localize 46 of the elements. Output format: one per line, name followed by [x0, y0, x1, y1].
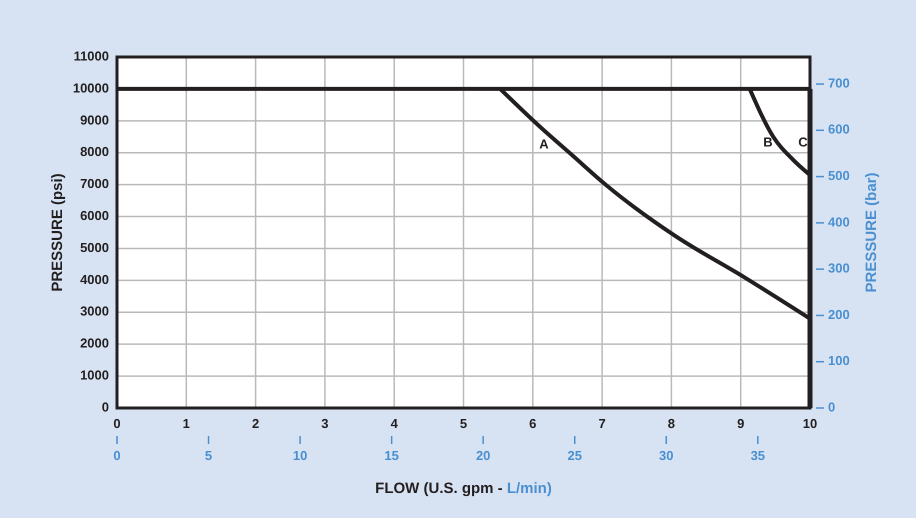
annotation: A [539, 136, 550, 152]
x-tick-label: 9 [737, 416, 744, 431]
y-tick-label: 4000 [80, 272, 109, 287]
y-tick-label: 2000 [80, 336, 109, 351]
y-tick-label: 11000 [74, 48, 109, 64]
x-tick-label: 10 [802, 416, 818, 431]
x2-tick-label: 20 [476, 448, 490, 463]
x-tick-label: 1 [182, 416, 190, 431]
annotation: C [798, 134, 808, 150]
x2-tick-label: 30 [659, 448, 674, 463]
x-tick-label: 0 [113, 416, 121, 431]
y-tick-label: 5000 [80, 240, 109, 255]
y-axis-title: PRESSURE (psi) [49, 173, 66, 292]
annotation: B [763, 134, 773, 150]
y2-tick-label: 0 [828, 399, 836, 414]
x-tick-label: 3 [321, 416, 329, 431]
y-tick-label: 6000 [80, 208, 109, 223]
x2-tick-label: 25 [567, 448, 582, 463]
y-tick-label: 3000 [80, 304, 109, 319]
y2-tick-label: 300 [828, 260, 850, 276]
y2-tick-label: 100 [828, 353, 850, 368]
x2-tick-label: 35 [750, 448, 766, 463]
x-axis-title: FLOW (U.S. gpm - [375, 480, 503, 497]
y2-tick-label: 200 [828, 306, 850, 322]
y2-axis-title: PRESSURE (bar) [863, 172, 880, 293]
x-tick-label: 7 [598, 416, 606, 431]
y-tick-label: 9000 [80, 112, 109, 128]
x2-tick-label: 0 [113, 448, 121, 463]
x2-tick-label: 5 [204, 448, 212, 463]
y-tick-label: 10000 [72, 80, 109, 96]
y-tick-label: 8000 [80, 144, 109, 160]
x-tick-label: 8 [668, 416, 676, 431]
x-tick-label: 6 [529, 416, 536, 431]
y-tick-label: 7000 [80, 176, 109, 192]
y2-tick-label: 600 [828, 122, 850, 137]
y2-tick-label: 700 [828, 75, 850, 90]
y2-tick-label: 500 [828, 168, 850, 184]
x-tick-label: 2 [252, 416, 260, 431]
x2-tick-label: 15 [384, 448, 399, 463]
y-tick-label: 1000 [80, 368, 109, 383]
y2-tick-label: 400 [828, 214, 850, 230]
x-tick-label: 4 [390, 416, 399, 431]
x2-tick-label: 10 [292, 448, 308, 463]
y-tick-label: 0 [102, 399, 109, 414]
x2-axis-title: L/min) [506, 480, 552, 497]
x-tick-label: 5 [460, 416, 468, 431]
